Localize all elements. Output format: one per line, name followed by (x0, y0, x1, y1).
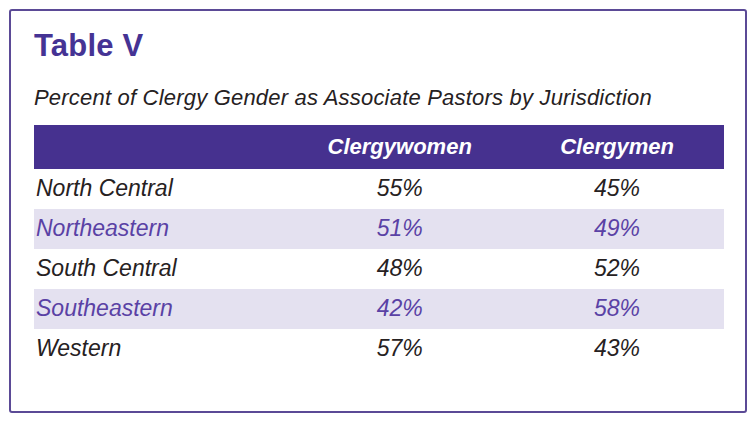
table-header-row: Clergywomen Clergymen (34, 125, 724, 169)
row-label: South Central (34, 255, 289, 282)
row-label: Western (34, 335, 289, 362)
table-row: South Central 48% 52% (34, 249, 724, 289)
clergywomen-value: 42% (289, 295, 510, 322)
column-header-clergymen: Clergymen (510, 134, 724, 160)
clergymen-value: 52% (510, 255, 724, 282)
table-row: Western 57% 43% (34, 329, 724, 369)
table-row: Southeastern 42% 58% (34, 289, 724, 329)
table-row: Northeastern 51% 49% (34, 209, 724, 249)
clergywomen-value: 57% (289, 335, 510, 362)
clergymen-value: 43% (510, 335, 724, 362)
row-label: Southeastern (34, 295, 289, 322)
row-label: North Central (34, 175, 289, 202)
clergywomen-value: 55% (289, 175, 510, 202)
jurisdiction-table: Clergywomen Clergymen North Central 55% … (34, 125, 724, 369)
clergywomen-value: 48% (289, 255, 510, 282)
table-subtitle: Percent of Clergy Gender as Associate Pa… (34, 85, 722, 111)
clergywomen-value: 51% (289, 215, 510, 242)
column-header-clergywomen: Clergywomen (289, 134, 510, 160)
clergymen-value: 49% (510, 215, 724, 242)
row-label: Northeastern (34, 215, 289, 242)
table-card: Table V Percent of Clergy Gender as Asso… (9, 9, 747, 413)
clergymen-value: 45% (510, 175, 724, 202)
page-title: Table V (34, 28, 722, 64)
clergymen-value: 58% (510, 295, 724, 322)
table-row: North Central 55% 45% (34, 169, 724, 209)
